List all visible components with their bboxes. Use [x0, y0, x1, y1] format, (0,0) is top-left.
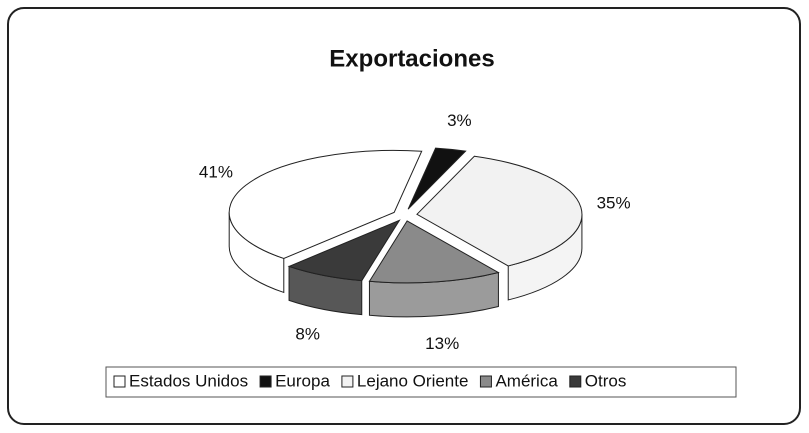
pie: 41% 3% 35% 13% 8% [199, 111, 631, 353]
legend-swatch [259, 375, 272, 388]
data-label: 8% [295, 324, 320, 343]
legend-label: Otros [585, 371, 627, 390]
slice-top [228, 149, 423, 259]
data-label: 35% [597, 193, 631, 212]
legend-swatch [479, 375, 492, 388]
data-label: 13% [425, 334, 459, 353]
slice-top [416, 155, 583, 267]
legend-box [105, 366, 737, 398]
chart-title: Exportaciones [329, 45, 494, 72]
legend-label: América [495, 371, 558, 390]
legend: Estados Unidos Europa Lejano Oriente Améric… [113, 371, 627, 390]
slice-top [287, 219, 401, 282]
data-label: 41% [199, 162, 233, 181]
legend-swatch [569, 375, 582, 388]
legend-swatch [113, 375, 126, 388]
legend-label: Estados Unidos [129, 371, 248, 390]
legend-label: Lejano Oriente [357, 371, 469, 390]
data-label: 3% [447, 111, 472, 130]
slice-top [407, 147, 467, 210]
chart-frame [7, 7, 801, 425]
legend-label: Europa [275, 371, 330, 390]
slice-top [368, 220, 500, 284]
legend-swatch [341, 375, 354, 388]
